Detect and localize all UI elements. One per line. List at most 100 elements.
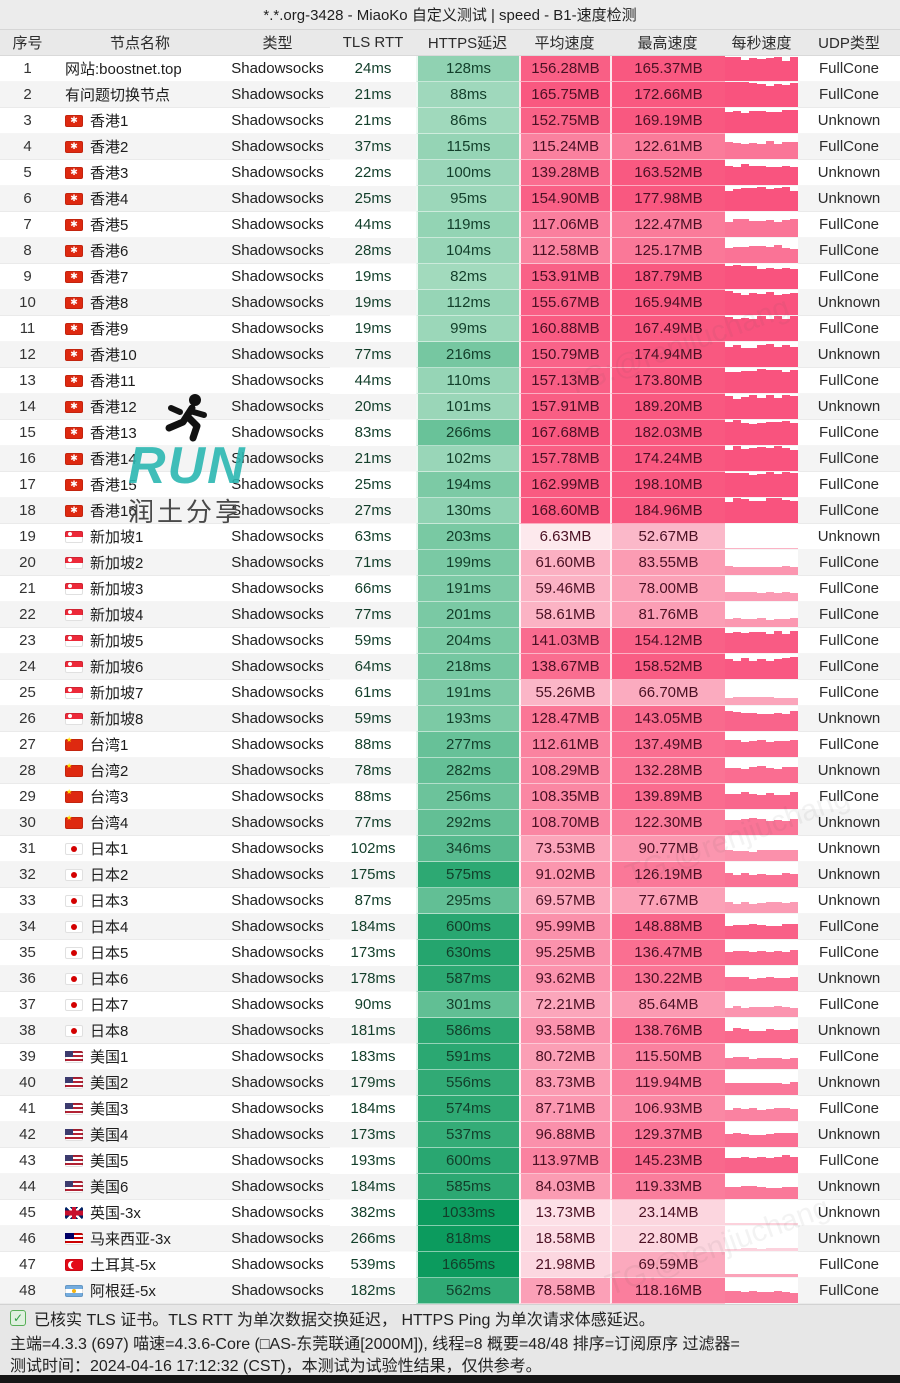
udp-type-cell: FullCone [798,446,900,472]
table-row: 3 香港1 Shadowsocks 21ms 86ms 152.75MB 169… [0,108,900,134]
sparkline-bar [733,1056,742,1069]
node-type: Shadowsocks [225,264,330,290]
speed-sparkline [725,472,798,498]
speed-sparkline [725,1174,798,1200]
speed-sparkline [725,290,798,316]
sparkline-bar [725,1291,734,1303]
sparkline-bar [733,166,742,185]
node-name: 台湾4 [90,815,129,832]
sparkline-bar [725,850,734,861]
speed-sparkline [725,1252,798,1278]
node-type: Shadowsocks [225,758,330,784]
sparkline-bar [733,1186,742,1199]
node-type: Shadowsocks [225,316,330,342]
node-type: Shadowsocks [225,550,330,576]
sparkline-bar [725,346,734,367]
node-name: 台湾1 [90,737,129,754]
max-speed-cell: 139.89MB [610,784,725,810]
sparkline-bar [789,874,798,887]
sparkline-bar [757,924,766,939]
sparkline-bar [765,85,774,107]
udp-type-cell: Unknown [798,160,900,186]
flag-hk-icon [65,192,83,205]
node-name: 香港9 [90,321,129,338]
sparkline-bar [725,902,734,913]
tls-rtt-cell: 175ms [330,862,416,888]
speed-sparkline [725,550,798,576]
sparkline-bar [741,1156,750,1173]
avg-speed-cell: 141.03MB [519,628,610,654]
sparkline-bar [765,1223,774,1225]
udp-type-cell: FullCone [798,914,900,940]
avg-speed-cell: 69.57MB [519,888,610,914]
sparkline-bar [749,293,758,315]
sparkline-bar [765,219,774,237]
sparkline-bar [765,1248,774,1251]
sparkline-bar [765,619,774,627]
https-latency-cell: 101ms [416,394,519,420]
node-type: Shadowsocks [225,1226,330,1252]
https-latency-cell: 562ms [416,1278,519,1304]
node-type: Shadowsocks [225,368,330,394]
max-speed-cell: 167.49MB [610,316,725,342]
speed-sparkline [725,758,798,784]
sparkline-bar [773,166,782,185]
speed-sparkline [725,888,798,914]
table-row: 40 美国2 Shadowsocks 179ms 556ms 83.73MB 1… [0,1070,900,1096]
sparkline-bar [733,697,742,705]
https-latency-cell: 191ms [416,576,519,602]
sparkline-bar [781,741,790,757]
sparkline-bar [757,1109,766,1121]
udp-type-cell: FullCone [798,654,900,680]
https-latency-cell: 104ms [416,238,519,264]
https-latency-cell: 292ms [416,810,519,836]
node-name: 日本6 [90,971,129,988]
node-name: 香港16 [90,503,137,520]
node-type: Shadowsocks [225,160,330,186]
max-speed-cell: 184.96MB [610,498,725,524]
sparkline-bar [781,714,790,731]
sparkline-bar [741,347,750,367]
table-row: 9 香港7 Shadowsocks 19ms 82ms 153.91MB 187… [0,264,900,290]
https-latency-cell: 600ms [416,1148,519,1174]
sparkline-bar [773,1248,782,1251]
sparkline-bar [757,1057,766,1069]
flag-jp-icon [65,842,83,855]
https-latency-cell: 574ms [416,1096,519,1122]
sparkline-bar [741,792,750,809]
row-index: 16 [0,446,55,472]
node-type: Shadowsocks [225,888,330,914]
sparkline-bar [725,165,734,185]
table-row: 35 日本5 Shadowsocks 173ms 630ms 95.25MB 1… [0,940,900,966]
sparkline-bar [789,472,798,497]
tls-rtt-cell: 178ms [330,966,416,992]
node-name: 香港13 [90,425,137,442]
row-index: 44 [0,1174,55,1200]
node-name: 新加坡1 [90,529,144,546]
flag-ar-icon [65,1284,83,1297]
sparkline-bar [733,739,742,757]
avg-speed-cell: 78.58MB [519,1278,610,1304]
udp-type-cell: FullCone [798,56,900,82]
speed-sparkline [725,368,798,394]
udp-type-cell: Unknown [798,836,900,862]
flag-hk-icon [65,166,83,179]
sparkline-bar [765,951,774,965]
sparkline-bar [725,1248,734,1251]
sparkline-bar [733,446,742,471]
col-header-max-speed: 最高速度 [637,35,698,52]
sparkline-bar [733,548,742,549]
sparkline-bar [741,59,750,81]
node-name: 香港11 [90,373,136,390]
udp-type-cell: FullCone [798,628,900,654]
sparkline-bar [733,398,742,419]
sparkline-bar [733,189,742,211]
https-latency-cell: 277ms [416,732,519,758]
sparkline-bar [757,1083,766,1095]
sparkline-bar [749,1223,758,1225]
node-type: Shadowsocks [225,82,330,108]
row-index: 40 [0,1070,55,1096]
sparkline-bar [741,473,750,497]
speed-sparkline [725,1096,798,1122]
tls-rtt-cell: 77ms [330,342,416,368]
